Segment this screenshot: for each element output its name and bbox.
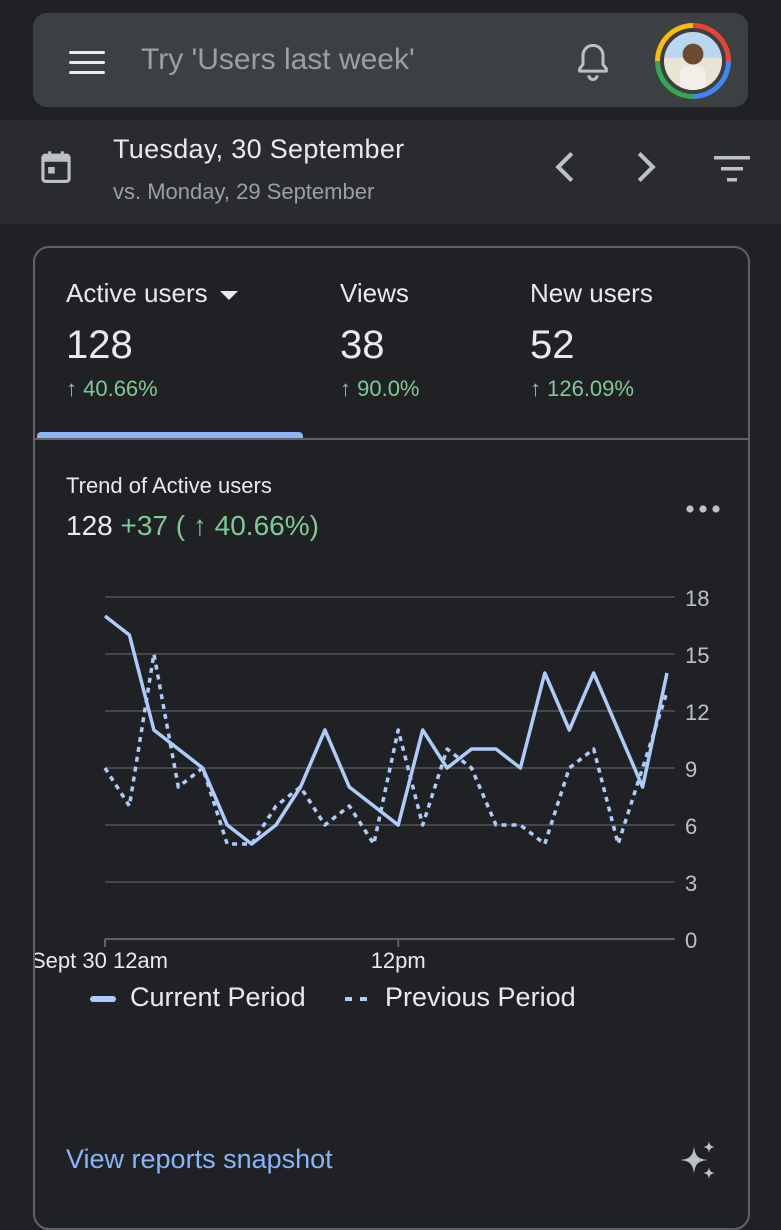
comparison-date: vs. Monday, 29 September	[113, 179, 375, 204]
y-tick-label: 9	[685, 757, 697, 782]
date-range-bar: Tuesday, 30 September vs. Monday, 29 Sep…	[0, 120, 781, 224]
calendar-icon[interactable]	[40, 150, 72, 184]
metric-active-users[interactable]: Active users 128 ↑ 40.66%	[66, 278, 238, 402]
dropdown-arrow-icon[interactable]	[219, 290, 238, 300]
legend-previous-label: Previous Period	[385, 982, 576, 1012]
chevron-right-icon[interactable]	[632, 150, 660, 184]
chevron-left-icon[interactable]	[551, 150, 579, 184]
search-bar[interactable]: Try 'Users last week'	[33, 13, 748, 107]
legend-dotted-swatch	[345, 996, 367, 1001]
user-avatar[interactable]	[655, 23, 731, 99]
trend-summary: 128 +37 ( ↑ 40.66%)	[66, 510, 319, 542]
x-tick-label: 12pm	[371, 948, 426, 973]
active-users-card: Active users 128 ↑ 40.66% Views 38 ↑ 90.…	[33, 246, 750, 1230]
avatar-photo	[664, 32, 722, 90]
y-tick-label: 3	[685, 871, 697, 896]
trend-title: Trend of Active users	[66, 473, 272, 498]
metric-delta: ↑ 90.0%	[340, 376, 420, 401]
metric-delta: ↑ 40.66%	[66, 376, 158, 401]
y-tick-label: 18	[685, 586, 709, 611]
trend-line-chart: 0 3 6 9 12 15 18 Sept 30 12am 12pm	[35, 586, 709, 973]
series-line-current-period	[103, 614, 669, 846]
divider	[35, 438, 748, 440]
filter-icon[interactable]	[713, 154, 753, 184]
legend-current[interactable]: Current Period	[90, 982, 306, 1013]
selected-tab-indicator	[37, 432, 303, 438]
metric-new-users[interactable]: New users 52 ↑ 126.09%	[530, 278, 653, 402]
legend-previous[interactable]: Previous Period	[345, 982, 576, 1013]
bell-icon[interactable]	[573, 40, 613, 84]
series-line-previous-period	[103, 652, 669, 846]
y-tick-label: 6	[685, 814, 697, 839]
metric-delta: ↑ 126.09%	[530, 376, 634, 401]
metric-label: New users	[530, 278, 653, 308]
trend-change-pct: ( ↑ 40.66%)	[175, 510, 319, 541]
trend-change: +37	[120, 510, 169, 541]
trend-total: 128	[66, 510, 113, 541]
view-reports-snapshot-link[interactable]: View reports snapshot	[66, 1144, 333, 1174]
metric-value: 128	[66, 323, 133, 367]
legend-solid-swatch	[90, 995, 116, 1002]
y-tick-label: 12	[685, 700, 709, 725]
x-tick-label: Sept 30 12am	[35, 948, 168, 973]
y-tick-label: 0	[685, 928, 697, 953]
metric-value: 38	[340, 323, 385, 367]
metric-label: Active users	[66, 278, 208, 308]
legend-current-label: Current Period	[130, 982, 306, 1012]
y-tick-label: 15	[685, 643, 709, 668]
metric-views[interactable]: Views 38 ↑ 90.0%	[340, 278, 420, 402]
hamburger-menu-icon[interactable]	[69, 51, 105, 74]
sparkle-icon[interactable]	[678, 1140, 718, 1180]
metric-label: Views	[340, 278, 409, 308]
selected-date[interactable]: Tuesday, 30 September	[113, 134, 405, 164]
metric-value: 52	[530, 323, 575, 367]
search-input[interactable]: Try 'Users last week'	[141, 43, 415, 76]
more-options-icon[interactable]	[685, 504, 721, 514]
